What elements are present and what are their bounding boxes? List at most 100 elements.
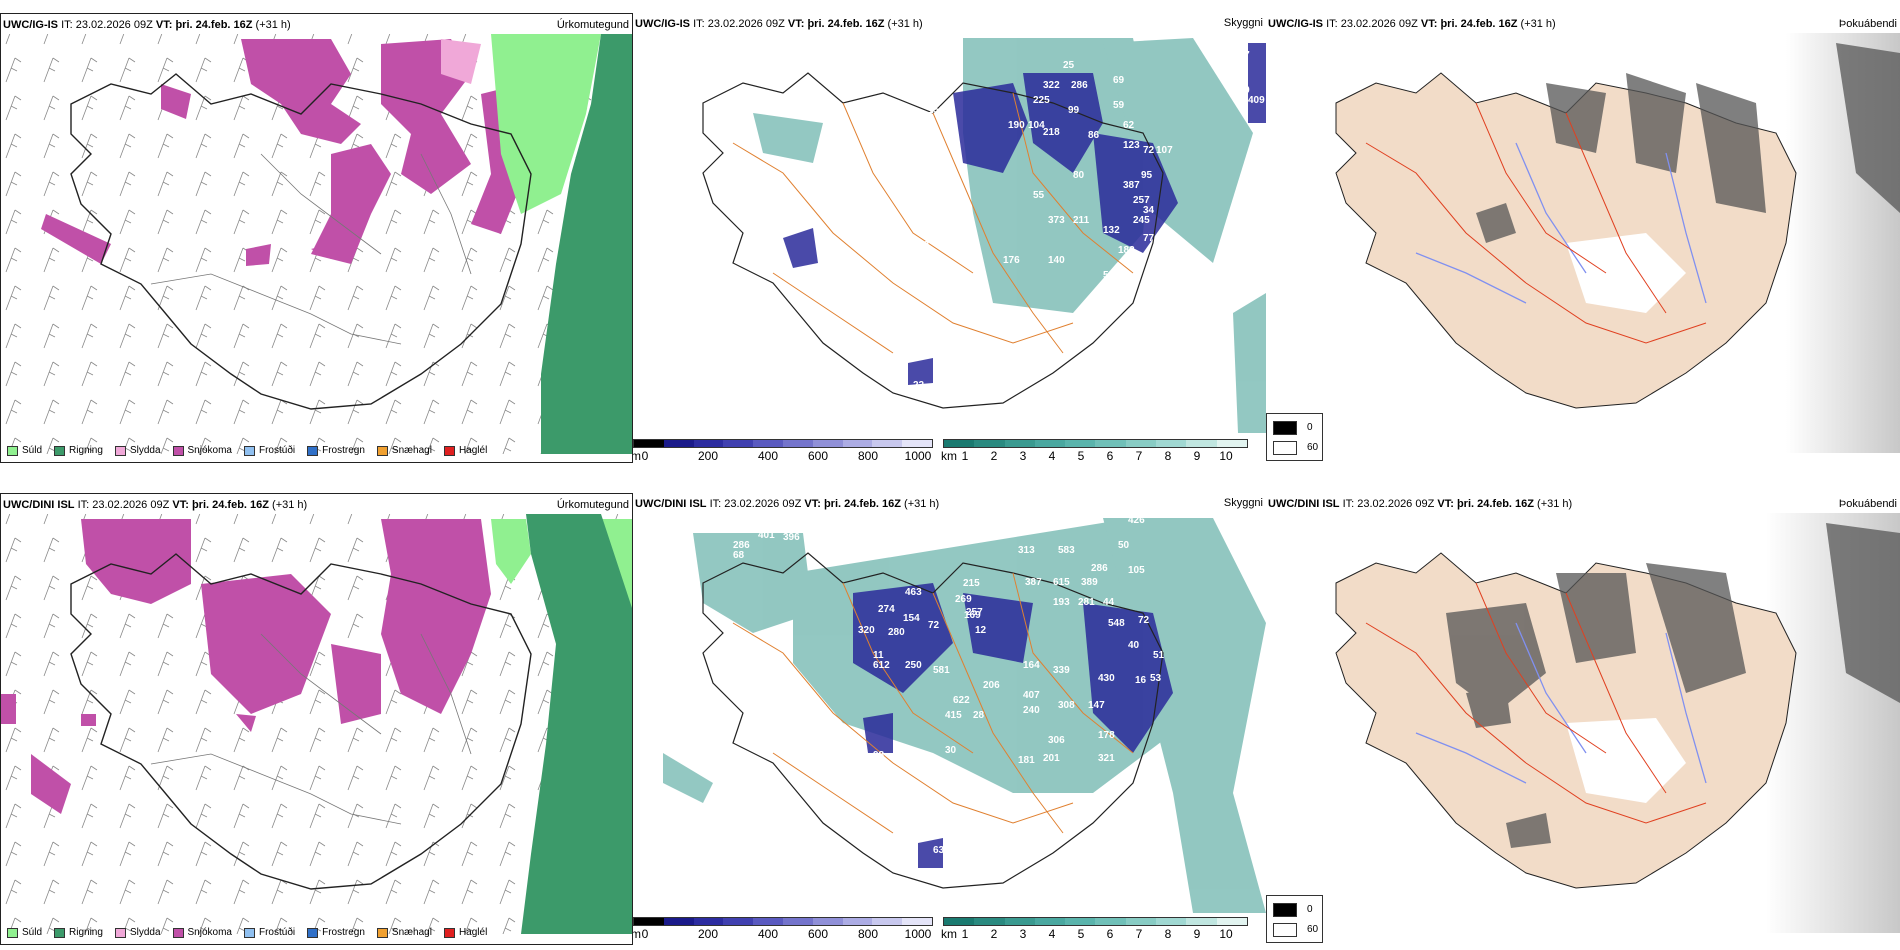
- visibility-value-label: 86: [1088, 130, 1100, 141]
- visibility-value-label: 80: [1073, 170, 1085, 181]
- visibility-value-label: 98: [873, 750, 885, 761]
- visibility-value-label: 123: [1123, 140, 1140, 151]
- visibility-value-label: 28: [973, 710, 985, 721]
- cbar-tick: 800: [857, 927, 879, 941]
- visibility-value-label: 548: [1108, 618, 1125, 629]
- visibility-value-label: 59: [1113, 100, 1125, 111]
- legend-item: Rigning: [54, 445, 103, 456]
- visibility-value-label: 40: [1128, 640, 1140, 651]
- roads: [732, 572, 1134, 834]
- cbar-tick: 2: [990, 927, 998, 941]
- visibility-value-label: 257: [966, 607, 983, 618]
- visibility-value-label: 181: [1018, 755, 1035, 766]
- fog-legend-low: 0: [1307, 422, 1313, 433]
- panel-type-label: Úrkomutegund: [556, 499, 629, 511]
- cbar-unit: km: [941, 927, 957, 941]
- legend-item: Rigning: [54, 927, 103, 938]
- cbar-tick: 0: [641, 927, 649, 941]
- panel-title: UWC/DINI ISL IT: 23.02.2026 09Z VT: þri.…: [3, 499, 308, 511]
- cbar-tick: 8: [1164, 927, 1172, 941]
- visibility-value-label: 147: [1088, 700, 1105, 711]
- visibility-value-label: 201: [1043, 753, 1060, 764]
- precip-legend: Súld Rigning Slydda Snjókoma Frostúði Fr…: [7, 927, 487, 938]
- visibility-value-label: 72: [928, 620, 940, 631]
- visibility-value-label: 407: [1023, 690, 1040, 701]
- precip-type-panel-row2: UWC/DINI ISL IT: 23.02.2026 09Z VT: þri.…: [0, 493, 633, 945]
- visibility-value-label: 286: [1071, 80, 1088, 91]
- legend-item: Snjókoma: [172, 445, 232, 456]
- visibility-map: 426 313 583 50 105 286 389 615 387 193 281 44 548 72 4…: [663, 515, 1266, 913]
- visibility-value-label: 401: [758, 530, 775, 541]
- visibility-value-label: 164: [1023, 660, 1040, 671]
- fog-index-map: [1335, 513, 1900, 933]
- visibility-value-label: 567: [1233, 50, 1250, 61]
- cbar-tick: 10: [1219, 449, 1233, 463]
- visibility-value-label: 140: [1048, 255, 1065, 266]
- cbar-tick: 200: [697, 927, 719, 941]
- visibility-value-label: 313: [1018, 545, 1035, 556]
- visibility-value-label: 206: [983, 680, 1000, 691]
- visibility-value-label: 161: [933, 190, 950, 201]
- visibility-value-label: 77: [1143, 233, 1155, 244]
- precip-map: [1, 514, 632, 934]
- cbar-tick: 9: [1193, 927, 1201, 941]
- visibility-value-label: 389: [1081, 577, 1098, 588]
- fog-index-panel-row2: UWC/DINI ISL IT: 23.02.2026 09Z VT: þri.…: [1266, 493, 1900, 945]
- cbar-tick: 6: [1106, 927, 1114, 941]
- visibility-value-label: 44: [1103, 597, 1115, 608]
- visibility-value-label: 72: [1143, 145, 1155, 156]
- visibility-value-label: 306: [1048, 735, 1065, 746]
- legend-item: Súld: [7, 927, 42, 938]
- rivers: [1415, 622, 1707, 784]
- visibility-value-label: 320: [858, 625, 875, 636]
- low-visibility-areas: [853, 583, 1173, 868]
- visibility-value-label: 274: [878, 604, 895, 615]
- fog-legend: 0 60: [1266, 895, 1323, 943]
- visibility-value-label: 463: [905, 587, 922, 598]
- visibility-value-label: 51: [1153, 650, 1165, 661]
- visibility-value-label: 45: [903, 165, 915, 176]
- panel-title: UWC/DINI ISL IT: 23.02.2026 09Z VT: þri.…: [1268, 498, 1573, 510]
- visibility-value-label: 370: [1233, 85, 1250, 96]
- legend-item: Snæhagl: [376, 927, 432, 938]
- coastline: [702, 72, 1164, 409]
- visibility-value-label: 339: [1053, 665, 1070, 676]
- visibility-value-label: 132: [1103, 225, 1120, 236]
- panel-title: UWC/DINI ISL IT: 23.02.2026 09Z VT: þri.…: [635, 498, 940, 510]
- cbar-tick: 400: [757, 927, 779, 941]
- visibility-value-label: 69: [1113, 75, 1125, 86]
- legend-item: Frostregn: [307, 927, 365, 938]
- visibility-value-label: 72: [1138, 615, 1150, 626]
- fog-shading: [1446, 523, 1900, 848]
- visibility-value-label: 225: [1033, 95, 1050, 106]
- snow-areas: [41, 39, 541, 266]
- legend-item: Frostúði: [243, 927, 295, 938]
- cbar-unit: m: [633, 927, 641, 941]
- legend-item: Slydda: [114, 445, 161, 456]
- white-fog-area: [1566, 718, 1686, 803]
- visibility-value-label: 11: [873, 650, 884, 661]
- visibility-value-label: 15: [903, 135, 915, 146]
- visibility-value-label: 193: [1053, 597, 1070, 608]
- visibility-value-label: 615: [1053, 577, 1070, 588]
- snow-areas: [1, 519, 491, 814]
- visibility-value-label: 99: [1068, 105, 1080, 116]
- cbar-tick: 200: [697, 449, 719, 463]
- cbar-tick: 5: [1077, 927, 1085, 941]
- visibility-value-label: 61: [983, 830, 995, 841]
- cbar-tick: 7: [1135, 449, 1143, 463]
- visibility-value-label: 150: [928, 105, 945, 116]
- vis-colorbar-km: km 1 2 3 4 5 6 7 8 9 10: [941, 917, 1248, 942]
- roads: [732, 92, 1134, 354]
- fog-legend-high: 60: [1307, 924, 1319, 935]
- visibility-value-label: 622: [953, 695, 970, 706]
- visibility-value-label: 250: [905, 660, 922, 671]
- visibility-panel-row1: UWC/IG-IS IT: 23.02.2026 09Z VT: þri. 24…: [633, 13, 1266, 463]
- visibility-value-label: 34: [1143, 205, 1155, 216]
- visibility-value-label: 176: [1003, 255, 1020, 266]
- roads: [150, 633, 472, 825]
- visibility-value-label: 373: [1048, 215, 1065, 226]
- cbar-tick: 3: [1019, 449, 1027, 463]
- visibility-value-label: 62: [1123, 120, 1135, 131]
- visibility-value-label: 851: [1233, 25, 1250, 36]
